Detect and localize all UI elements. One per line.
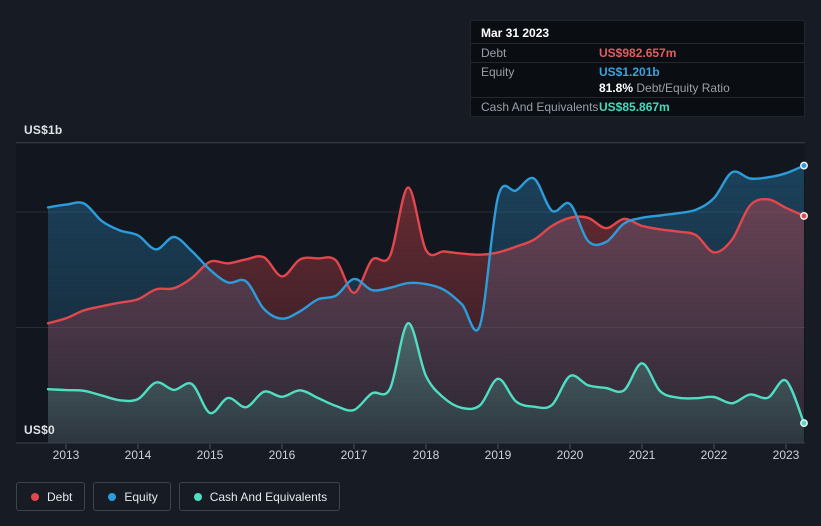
x-axis-label-2013: 2013 — [52, 448, 80, 462]
tooltip-debt-value: US$982.657m — [599, 46, 677, 60]
tooltip-equity-row: Equity US$1.201b — [471, 63, 804, 81]
tooltip-cash-label: Cash And Equivalents — [481, 100, 599, 114]
chart-tooltip: Mar 31 2023 Debt US$982.657m Equity US$1… — [470, 20, 805, 117]
tooltip-ratio-label: Debt/Equity Ratio — [636, 81, 730, 95]
x-axis-label-2018: 2018 — [412, 448, 440, 462]
tooltip-debt-label: Debt — [481, 46, 507, 60]
x-axis-label-2017: 2017 — [340, 448, 368, 462]
legend-item-debt[interactable]: Debt — [16, 482, 86, 511]
chart-legend: Debt Equity Cash And Equivalents — [16, 482, 341, 511]
tooltip-date: Mar 31 2023 — [481, 26, 550, 40]
legend-equity-label: Equity — [124, 489, 158, 504]
equity-legend-dot-icon — [108, 492, 117, 501]
tooltip-ratio-row: 81.8% Debt/Equity Ratio — [471, 81, 804, 97]
tooltip-separator — [471, 97, 804, 98]
x-axis-label-2015: 2015 — [196, 448, 224, 462]
x-axis-label-2019: 2019 — [484, 448, 512, 462]
x-axis-label-2022: 2022 — [700, 448, 728, 462]
tooltip-separator — [471, 43, 804, 44]
equity-line — [46, 164, 806, 332]
legend-cash-label: Cash And Equivalents — [209, 489, 328, 504]
debt-endpoint-dot[interactable] — [800, 211, 808, 220]
tooltip-equity-value: US$1.201b — [599, 65, 660, 79]
x-axis-label-2023: 2023 — [772, 448, 800, 462]
tooltip-ratio-value: 81.8% — [599, 81, 634, 95]
x-axis-label-2021: 2021 — [628, 448, 656, 462]
tooltip-separator — [471, 62, 804, 63]
debt-legend-dot-icon — [31, 492, 39, 501]
cash-legend-dot-icon — [193, 492, 202, 501]
tooltip-cash-row: Cash And Equivalents US$85.867m — [471, 98, 804, 116]
cash-endpoint-dot[interactable] — [800, 419, 808, 428]
y-axis-label-zero: US$0 — [24, 423, 55, 437]
debt-line — [46, 186, 806, 325]
y-axis-label-max: US$1b — [24, 123, 63, 137]
legend-item-equity[interactable]: Equity — [93, 482, 171, 511]
legend-debt-label: Debt — [47, 489, 73, 504]
x-axis-label-2014: 2014 — [124, 448, 152, 462]
tooltip-ratio: 81.8% Debt/Equity Ratio — [599, 81, 730, 95]
x-axis-label-2020: 2020 — [556, 448, 584, 462]
x-axis-label-2016: 2016 — [268, 448, 296, 462]
equity-endpoint-dot[interactable] — [800, 161, 808, 170]
cash-line — [46, 322, 806, 425]
legend-item-cash[interactable]: Cash And Equivalents — [178, 482, 341, 511]
tooltip-equity-label: Equity — [481, 65, 515, 79]
tooltip-debt-row: Debt US$982.657m — [471, 44, 804, 62]
tooltip-cash-value: US$85.867m — [599, 100, 670, 114]
